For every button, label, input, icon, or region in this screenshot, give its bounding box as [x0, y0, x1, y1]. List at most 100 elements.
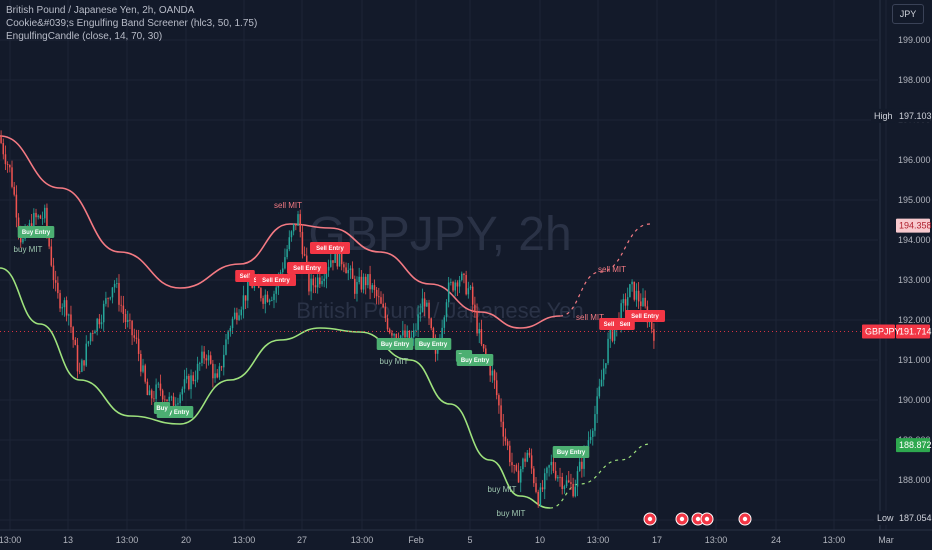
candle — [109, 296, 112, 301]
candle — [465, 270, 467, 296]
candle — [622, 293, 625, 312]
legend-indicator-engulfing[interactable]: EngulfingCandle (close, 14, 70, 30) — [6, 31, 163, 42]
candle-body — [142, 365, 144, 372]
candle — [362, 273, 365, 294]
event-markers — [643, 512, 752, 526]
time-tick-label: Feb — [408, 535, 424, 545]
candle-body — [535, 483, 537, 492]
candle-body — [13, 186, 15, 195]
buy-entry-tag: Buy Entry — [456, 354, 494, 366]
tag-box — [599, 318, 619, 330]
candle — [360, 270, 363, 293]
candle-body — [607, 338, 609, 364]
candle-body — [205, 358, 208, 361]
candle-body — [447, 282, 450, 303]
candle — [524, 452, 526, 468]
candle — [185, 367, 188, 384]
economic-event-icon[interactable] — [675, 512, 689, 526]
candle-body — [334, 250, 336, 263]
candle-body — [113, 283, 116, 288]
candle-body — [476, 310, 478, 334]
candle — [11, 160, 13, 189]
candle-body — [373, 285, 376, 290]
candle — [563, 484, 566, 494]
economic-event-icon[interactable] — [700, 512, 714, 526]
price-tag-value: 187.054 — [899, 513, 932, 523]
candle — [194, 370, 197, 388]
candle-body — [557, 476, 559, 479]
candle-body — [567, 480, 570, 483]
currency-button[interactable]: JPY — [892, 4, 924, 24]
candle-body — [561, 477, 563, 490]
candle-body — [98, 318, 101, 325]
candle — [506, 438, 509, 451]
candle — [146, 378, 149, 396]
tag-label: Buy Entry — [419, 342, 448, 348]
candle-body — [96, 318, 98, 332]
economic-event-icon[interactable] — [643, 512, 657, 526]
candle — [242, 285, 245, 319]
candle — [81, 358, 83, 373]
candle — [61, 303, 63, 316]
time-tick-label: 24 — [771, 535, 781, 545]
candle-body — [17, 217, 20, 230]
candle-body — [489, 362, 491, 376]
tag-label: Buy Entry — [381, 342, 410, 348]
legend-indicator-band[interactable]: Cookie&#039;s Engulfing Band Screener (h… — [6, 18, 258, 29]
candle-body — [395, 334, 398, 339]
candle-body — [393, 334, 395, 336]
economic-event-icon[interactable] — [738, 512, 752, 526]
candle-body — [474, 304, 476, 311]
candle — [89, 332, 92, 345]
candle-body — [471, 286, 474, 305]
candle-body — [107, 298, 109, 299]
candle — [347, 262, 350, 281]
candle-body — [319, 277, 321, 285]
candle-body — [436, 347, 439, 354]
candle-body — [469, 286, 472, 289]
candle — [131, 320, 133, 345]
candle — [533, 466, 535, 487]
candle — [76, 337, 79, 379]
candle — [124, 308, 127, 330]
candle-body — [266, 294, 269, 302]
candle-body — [347, 270, 350, 274]
candle-body — [111, 287, 114, 298]
candle — [207, 350, 210, 366]
candle — [543, 468, 546, 500]
candle-body — [375, 289, 378, 297]
candle — [2, 138, 5, 160]
buy-entry-tag: Buy Entry — [414, 338, 452, 350]
candle — [343, 261, 345, 273]
candle — [292, 223, 295, 236]
candle — [4, 145, 7, 171]
candle — [609, 327, 612, 348]
candle-body — [299, 214, 301, 232]
candle-body — [74, 339, 77, 346]
candle-body — [223, 354, 225, 368]
candle — [421, 288, 424, 313]
candle-body — [100, 322, 103, 325]
candle-body — [367, 274, 369, 286]
candle-body — [105, 298, 107, 304]
candle — [480, 319, 483, 347]
legend-symbol[interactable]: British Pound / Japanese Yen, 2h, OANDA — [6, 5, 195, 16]
candle-body — [495, 380, 498, 396]
candle-body — [281, 268, 284, 273]
candle-body — [177, 403, 179, 405]
candle — [87, 340, 90, 347]
candle-body — [550, 461, 553, 466]
candle — [458, 275, 461, 294]
candle — [120, 295, 122, 313]
candle-body — [461, 273, 463, 281]
candle-body — [600, 379, 603, 387]
candle-body — [581, 461, 583, 469]
candle — [262, 295, 264, 309]
candle — [129, 313, 131, 330]
price-tick-label: 192.000 — [898, 315, 931, 325]
time-tick-label: 13:00 — [587, 535, 610, 545]
candle — [41, 211, 44, 225]
candle-body — [609, 330, 612, 339]
